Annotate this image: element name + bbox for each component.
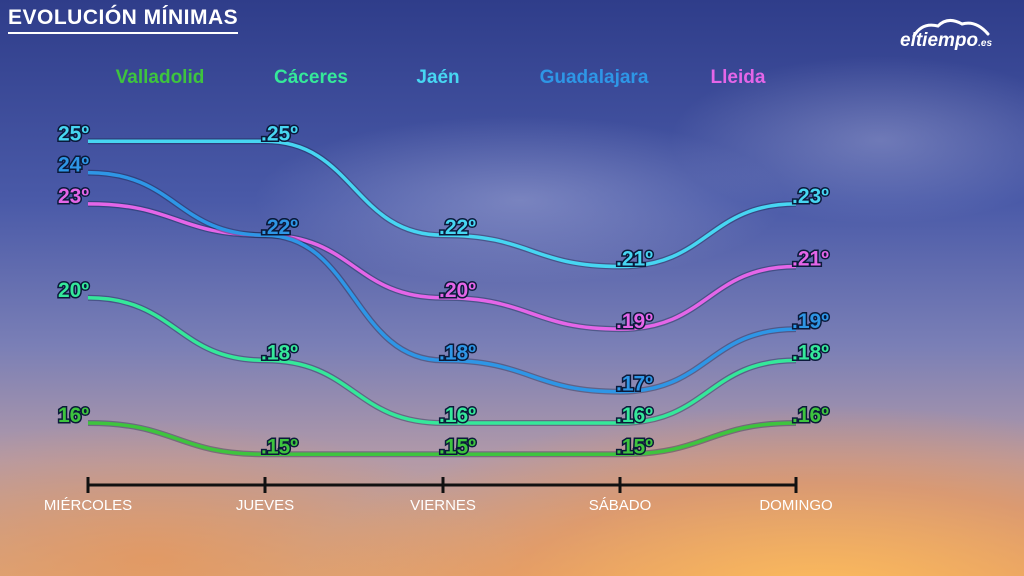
data-labels: 16º .15º .15º .15º .16º 20º .18º .16º .16º .18º 23… (57, 121, 831, 460)
series-line-guadalajara (87, 170, 797, 394)
data-label-valladolid: .15º (439, 435, 476, 458)
series-line-valladolid (87, 421, 797, 457)
data-label-lleida: .19º (616, 310, 653, 333)
data-label-lleida: .21º (792, 248, 829, 271)
x-tick-label: JUEVES (236, 497, 294, 514)
x-tick-label: MIÉRCOLES (44, 497, 132, 514)
data-label-valladolid: .16º (792, 404, 829, 427)
data-label-jaén: 25º (58, 122, 89, 145)
data-label-cáceres: .16º (616, 404, 653, 427)
legend-jaén: Jaén (416, 67, 459, 88)
data-label-jaén: .23º (792, 185, 829, 208)
data-label-lleida: .20º (439, 279, 476, 302)
data-label-guadalajara: .19º (792, 310, 829, 333)
data-label-cáceres: .18º (792, 341, 829, 364)
data-label-guadalajara: 24º (58, 154, 89, 177)
series-lines (87, 138, 797, 458)
legend-cáceres: Cáceres (274, 67, 348, 88)
chart-title: EVOLUCIÓN MÍNIMAS (8, 6, 239, 34)
legend-lleida: Lleida (711, 67, 766, 88)
brand-logo: eltiempo.es (900, 30, 993, 51)
data-label-guadalajara: .18º (439, 341, 476, 364)
legend-valladolid: Valladolid (116, 67, 205, 88)
data-label-cáceres: .16º (439, 404, 476, 427)
series-line-jaén (88, 139, 797, 269)
data-label-jaén: .25º (261, 122, 298, 145)
data-label-jaén: .22º (439, 216, 476, 239)
data-label-valladolid: 16º (58, 404, 89, 427)
x-tick-label: SÁBADO (589, 497, 652, 514)
x-tick-label: DOMINGO (759, 497, 832, 514)
series-line-cáceres (87, 296, 797, 425)
data-label-cáceres: .18º (261, 341, 298, 364)
data-label-guadalajara: .22º (261, 216, 298, 239)
data-label-guadalajara: .17º (616, 373, 653, 396)
cloud-icon (912, 19, 990, 38)
x-tick-label: VIERNES (410, 497, 476, 514)
data-label-lleida: .22º (261, 216, 298, 239)
data-label-jaén: .21º (616, 248, 653, 271)
x-axis: MIÉRCOLES JUEVES VIERNES SÁBADO DOMINGO (44, 477, 833, 514)
legend-guadalajara: Guadalajara (540, 67, 649, 88)
data-label-valladolid: .15º (616, 435, 653, 458)
legend: Valladolid Cáceres Jaén Guadalajara Lleida (116, 67, 766, 88)
data-label-valladolid: .15º (261, 435, 298, 458)
data-label-lleida: 23º (58, 185, 89, 208)
data-label-cáceres: 20º (58, 279, 89, 302)
series-line-lleida (87, 202, 797, 331)
